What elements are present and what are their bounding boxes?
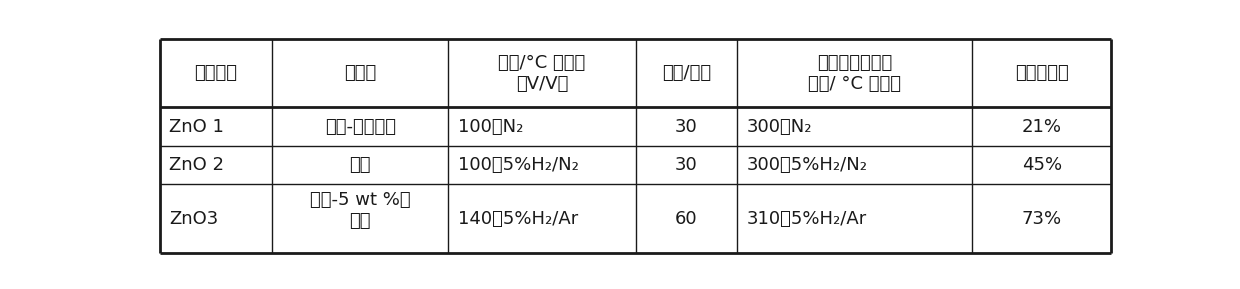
Text: 140，5%H₂/Ar: 140，5%H₂/Ar	[458, 210, 578, 227]
Text: 油酸-5 wt %水
合肼: 油酸-5 wt %水 合肼	[310, 191, 410, 230]
Text: 表面氧空位: 表面氧空位	[1014, 64, 1069, 82]
Text: 时间/分钟: 时间/分钟	[662, 64, 711, 82]
Text: 300，N₂: 300，N₂	[746, 118, 812, 136]
Text: 60: 60	[675, 210, 698, 227]
Text: 45%: 45%	[1022, 156, 1061, 174]
Text: 油酸: 油酸	[350, 156, 371, 174]
Text: 21%: 21%	[1022, 118, 1061, 136]
Text: 73%: 73%	[1022, 210, 1061, 227]
Text: ZnO 1: ZnO 1	[170, 118, 224, 136]
Text: 30: 30	[675, 156, 698, 174]
Text: ZnO 2: ZnO 2	[170, 156, 224, 174]
Text: 样品编号: 样品编号	[195, 64, 237, 82]
Text: 刻蚀剂: 刻蚀剂	[345, 64, 377, 82]
Text: 100，5%H₂/N₂: 100，5%H₂/N₂	[458, 156, 579, 174]
Text: 温度/°C 和载气
（V/V）: 温度/°C 和载气 （V/V）	[498, 54, 585, 93]
Text: 300，5%H₂/N₂: 300，5%H₂/N₂	[746, 156, 868, 174]
Text: 100，N₂: 100，N₂	[458, 118, 523, 136]
Text: 310，5%H₂/Ar: 310，5%H₂/Ar	[746, 210, 867, 227]
Text: 30: 30	[675, 118, 698, 136]
Text: ZnO3: ZnO3	[170, 210, 218, 227]
Text: 油酸-乌洛托品: 油酸-乌洛托品	[325, 118, 396, 136]
Text: 干燥或干燥还原
温度/ °C 和气氛: 干燥或干燥还原 温度/ °C 和气氛	[808, 54, 901, 93]
